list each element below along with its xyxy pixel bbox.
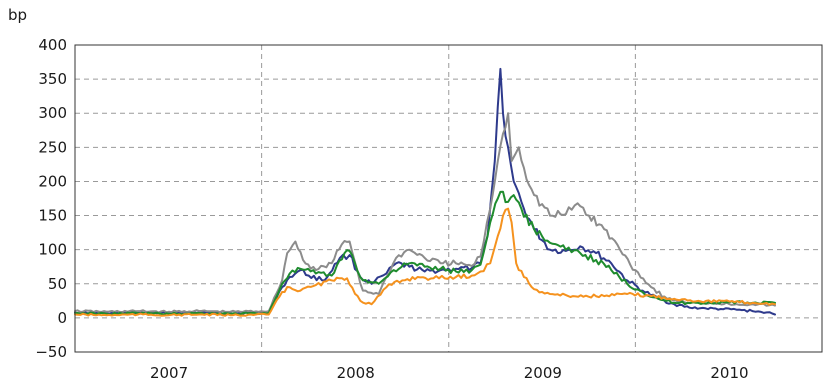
y-tick-label: 300	[38, 104, 67, 122]
x-tick-labels: 2007 2008 2009 2010	[150, 364, 749, 382]
y-tick-label: 150	[38, 207, 67, 225]
y-tick-label: −50	[35, 343, 67, 361]
y-tick-label: 400	[38, 36, 67, 54]
y-tick-label: 0	[57, 309, 67, 327]
series-line-2	[74, 112, 776, 314]
series-line-4	[74, 207, 776, 317]
x-tick-label: 2008	[337, 364, 375, 382]
y-axis-unit-label: bp	[8, 6, 27, 24]
x-tick-label: 2007	[150, 364, 188, 382]
y-tick-label: 100	[38, 241, 67, 259]
y-tick-label: 350	[38, 70, 67, 88]
y-tick-labels: −50 0 50 100 150 200 250 300 350 400	[35, 36, 67, 361]
y-tick-label: 250	[38, 138, 67, 156]
series-line-3	[74, 190, 776, 316]
plot-frame	[74, 44, 823, 353]
x-tick-label: 2009	[524, 364, 562, 382]
y-tick-label: 50	[48, 275, 67, 293]
grid-layer	[75, 45, 822, 352]
x-tick-label: 2010	[710, 364, 748, 382]
y-tick-label: 200	[38, 172, 67, 190]
series-layer	[74, 67, 776, 317]
